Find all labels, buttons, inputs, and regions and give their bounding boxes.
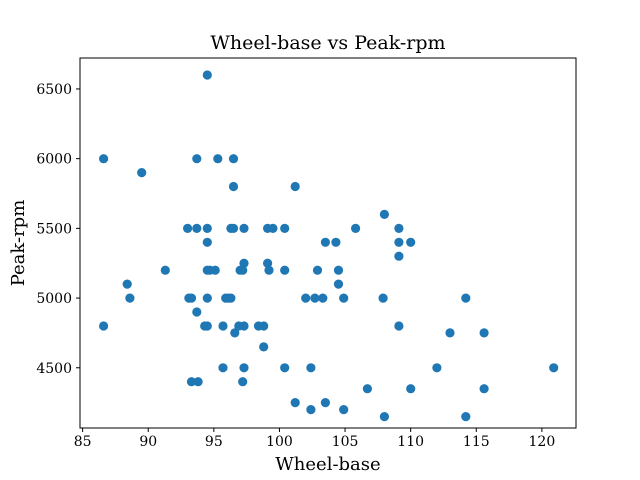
data-point [218,321,228,331]
data-point [230,328,240,338]
x-tick-label: 110 [397,434,424,450]
data-point [406,384,416,394]
data-point [264,265,274,275]
data-point [320,237,330,247]
data-point [378,293,388,303]
data-point [310,293,320,303]
x-tick-label: 100 [266,434,293,450]
data-point [239,258,249,268]
data-point [239,363,249,373]
data-point [318,293,328,303]
chart-title: Wheel-base vs Peak-rpm [210,32,445,54]
data-point [213,154,223,164]
data-point [239,223,249,233]
data-point [160,265,170,275]
data-point [339,405,349,415]
data-points [99,70,559,422]
data-point [394,237,404,247]
data-point [186,293,197,303]
data-point [320,398,330,408]
data-point [99,321,109,331]
data-point [394,223,404,233]
data-point [263,258,273,268]
data-point [228,223,239,233]
data-point [333,279,344,289]
data-point [549,363,559,373]
data-point [238,265,248,275]
data-point [125,293,135,303]
data-point [259,321,269,331]
data-point [331,237,341,247]
y-axis-ticks: 4500 5000 5500 6000 6500 [36,82,80,377]
y-tick-label: 4500 [36,361,72,377]
data-point [479,384,489,394]
x-tick-label: 95 [205,434,223,450]
data-point [210,265,220,275]
data-point [394,321,404,331]
x-axis-label: Wheel-base [275,454,380,475]
data-point [228,181,239,192]
data-point [122,279,132,289]
data-point [202,321,212,331]
data-point [290,398,300,408]
data-point [406,237,416,247]
data-point [306,363,316,373]
data-point [379,209,389,219]
data-point [183,223,193,233]
plot-area-frame [79,57,577,429]
data-point [479,328,489,338]
x-tick-label: 105 [332,434,359,450]
data-point [137,168,147,178]
y-tick-label: 5500 [36,221,72,237]
y-tick-label: 5000 [36,291,72,307]
data-point [379,412,389,422]
data-point [301,293,311,303]
data-point [239,321,249,331]
x-axis-ticks: 85 90 95 100 105 110 115 120 [74,428,556,450]
data-point [228,154,239,164]
data-point [461,293,471,303]
data-point [193,377,203,387]
data-point [339,293,349,303]
data-point [280,363,290,373]
data-point [192,154,202,164]
data-point [202,237,212,247]
data-point [445,328,455,338]
data-point [362,384,372,394]
data-point [280,265,290,275]
data-point [432,363,442,373]
data-point [218,363,228,373]
y-tick-label: 6500 [36,82,72,98]
data-point [202,293,212,303]
data-point [202,70,212,80]
data-point [226,293,236,303]
data-point [333,265,344,275]
data-point [394,251,404,261]
data-point [192,223,202,233]
data-point [280,223,290,233]
x-tick-label: 90 [139,434,157,450]
data-point [306,405,316,415]
data-point [202,223,212,233]
x-tick-label: 120 [529,434,556,450]
data-point [268,223,278,233]
data-point [192,307,202,317]
data-point [290,181,300,192]
data-point [312,265,323,275]
x-tick-label: 115 [463,434,490,450]
y-axis-label: Peak-rpm [8,200,29,287]
x-tick-label: 85 [74,434,92,450]
data-point [99,154,109,164]
data-point [259,342,269,352]
data-point [461,412,471,422]
data-point [351,223,361,233]
data-point [186,377,197,387]
y-tick-label: 6000 [36,152,72,168]
data-point [238,377,248,387]
